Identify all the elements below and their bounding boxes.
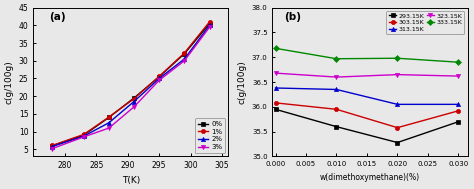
333.15K (456, 61, 461, 63)
0% (49, 145, 55, 147)
Text: (b): (b) (284, 12, 301, 22)
1% (182, 52, 187, 54)
313.15K (456, 103, 461, 105)
313.15K (273, 87, 278, 89)
2% (156, 77, 162, 80)
0% (81, 134, 87, 136)
0% (106, 116, 112, 119)
3% (156, 79, 162, 81)
Line: 303.15K: 303.15K (273, 101, 460, 130)
1% (106, 116, 112, 118)
3% (131, 106, 137, 108)
293.15K (394, 141, 400, 144)
333.15K (394, 57, 400, 59)
303.15K (334, 108, 339, 110)
2% (106, 122, 112, 124)
1% (156, 75, 162, 77)
Line: 3%: 3% (50, 25, 211, 151)
Line: 0%: 0% (50, 22, 211, 148)
303.15K (273, 102, 278, 104)
2% (81, 135, 87, 137)
1% (81, 133, 87, 136)
Line: 323.15K: 323.15K (273, 71, 460, 79)
Y-axis label: c(g/100g): c(g/100g) (237, 60, 246, 104)
333.15K (334, 58, 339, 60)
323.15K (273, 72, 278, 74)
3% (182, 60, 187, 62)
313.15K (334, 88, 339, 91)
Legend: 0%, 1%, 2%, 3%: 0%, 1%, 2%, 3% (195, 118, 225, 153)
X-axis label: T(K): T(K) (122, 176, 140, 185)
3% (207, 26, 212, 28)
2% (131, 100, 137, 103)
2% (182, 58, 187, 60)
1% (49, 144, 55, 147)
0% (182, 53, 187, 55)
1% (131, 98, 137, 100)
303.15K (456, 110, 461, 112)
Text: (a): (a) (49, 12, 65, 22)
3% (106, 127, 112, 129)
Y-axis label: c(g/100g): c(g/100g) (4, 60, 13, 104)
293.15K (456, 121, 461, 123)
2% (49, 145, 55, 148)
Line: 313.15K: 313.15K (273, 86, 460, 106)
Line: 1%: 1% (50, 20, 211, 148)
323.15K (456, 75, 461, 77)
0% (207, 22, 212, 25)
Line: 293.15K: 293.15K (273, 107, 460, 145)
3% (81, 136, 87, 138)
3% (49, 147, 55, 150)
323.15K (394, 74, 400, 76)
0% (156, 76, 162, 78)
323.15K (334, 76, 339, 78)
303.15K (394, 126, 400, 129)
Line: 2%: 2% (50, 23, 211, 149)
Line: 333.15K: 333.15K (273, 46, 460, 64)
X-axis label: w(dimethoxymethane)(%): w(dimethoxymethane)(%) (320, 173, 420, 182)
1% (207, 21, 212, 23)
Legend: 293.15K, 303.15K, 313.15K, 323.15K, 333.15K: 293.15K, 303.15K, 313.15K, 323.15K, 333.… (386, 11, 465, 34)
333.15K (273, 47, 278, 50)
293.15K (334, 125, 339, 128)
293.15K (273, 108, 278, 110)
313.15K (394, 103, 400, 105)
2% (207, 24, 212, 26)
0% (131, 97, 137, 99)
